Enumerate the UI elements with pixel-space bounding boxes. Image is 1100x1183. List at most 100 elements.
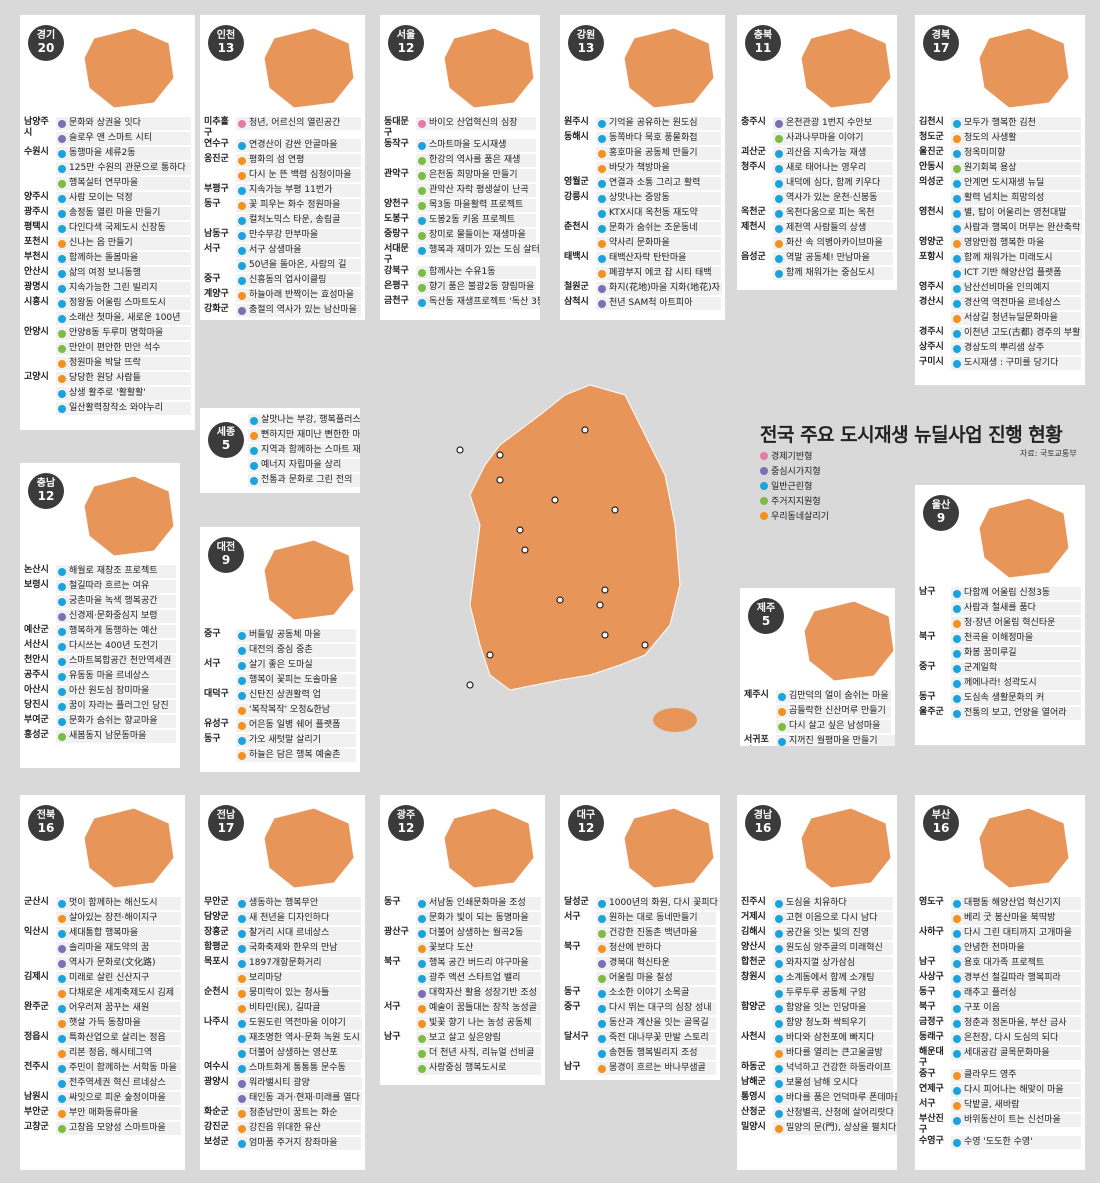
project-name: 서구 상생마을 <box>249 245 302 255</box>
project-type-dot <box>775 929 783 938</box>
project-type-dot <box>58 269 66 278</box>
project-name: 원기회복 용상 <box>964 163 1017 173</box>
city-row: 동구 서남동 인쇄문화마을 조성 문화가 빛이 되는 동명마을 <box>384 897 541 927</box>
region-minimap <box>623 27 715 109</box>
project-item: 남산선비마을 인의예지 <box>951 282 1081 295</box>
city-name: 부평구 <box>204 184 229 194</box>
project-name: 솔리마을 재도약의 꿈 <box>69 943 150 953</box>
city-name: 담양군 <box>204 912 229 922</box>
region-name: 대구 <box>576 810 596 821</box>
project-item: 스마트마을 도시재생 <box>416 139 536 152</box>
project-item: 보물섬 남해 오시다 <box>773 1077 893 1090</box>
city-row: 강진군 강진읍 위대한 유산 <box>204 1122 361 1137</box>
project-type-dot <box>953 664 961 673</box>
city-row: 광명시 지속가능한 그린 빌리지 <box>24 282 191 297</box>
project-name: 다시 뛰는 대구의 심장 성내 <box>609 1003 712 1013</box>
project-type-dot <box>598 899 606 908</box>
map-marker <box>456 446 464 454</box>
project-name: 남산선비마을 인의예지 <box>964 283 1050 293</box>
project-type-dot <box>58 717 66 726</box>
region-name: 제주 <box>756 603 776 614</box>
project-type-dot <box>238 171 246 180</box>
city-name: 금정구 <box>919 1017 944 1027</box>
city-row: 태백시 태백산자락 탄탄마을 폐광부지 에코 잡 시티 태백 <box>564 252 721 282</box>
city-row: 계양구 하늘아래 반짝이는 효성마을 <box>204 289 361 304</box>
region-count: 12 <box>397 41 415 55</box>
project-item: 께에나라! 성곽도시 <box>951 677 1081 690</box>
project-name: 김만덕의 얼이 숨쉬는 마을 <box>789 691 889 701</box>
project-name: 독산동 재생프로젝트 '독산 3뽕' <box>429 297 540 307</box>
city-row: 창원시 소계동에서 함께 소개팅 두루두루 공동체 구암 <box>741 972 893 1002</box>
project-type-dot <box>238 661 246 670</box>
project-name: 빛꽃 향기 나는 농성 공동체 <box>429 1018 532 1028</box>
city-name: 서구 <box>204 659 221 669</box>
city-name: 서구 <box>384 1002 401 1012</box>
project-name: 살맛나는 부강, 행복플러스 <box>261 415 360 425</box>
project-item: 송현동 행복빌리지 조성 <box>596 1047 716 1060</box>
project-type-dot <box>953 329 961 338</box>
region-badge: 광주 12 <box>388 805 424 841</box>
project-type-dot <box>953 134 961 143</box>
city-row: 서구 닥밭골, 새바람 <box>919 1099 1081 1114</box>
project-item: 청산에 반하다 <box>596 942 716 955</box>
project-type-dot <box>598 164 606 173</box>
project-item: 원기회복 용상 <box>951 162 1081 175</box>
project-type-dot <box>598 1034 606 1043</box>
city-name: 남구 <box>919 957 936 967</box>
project-item: 생동하는 행복무안 <box>236 897 361 910</box>
city-name: 안양시 <box>24 327 49 337</box>
region-header: 광주 12 <box>384 799 541 897</box>
city-name: 북구 <box>919 632 936 642</box>
project-type-dot <box>58 119 66 128</box>
project-type-dot <box>238 631 246 640</box>
project-name: 죽전 대나무꽃 만발 스토리 <box>609 1033 709 1043</box>
region-badge: 전북 16 <box>28 805 64 841</box>
map-marker <box>596 601 604 609</box>
project-type-dot <box>775 974 783 983</box>
project-name: 더불어 상생하는 월곡2동 <box>429 928 524 938</box>
region-count: 17 <box>217 821 235 835</box>
project-list: 미추홀구 청년, 어르신의 열린공간 연수구 연경산이 감싼 안골마을 옹진군 평화의 섬… <box>204 117 361 319</box>
project-type-dot <box>238 676 246 685</box>
project-item: 다채로운 세계축제도시 김제 <box>56 987 181 1000</box>
city-row: 정읍시 특화산업으로 살리는 정읍 리본 정읍, 해시테그역 <box>24 1032 181 1062</box>
project-name: 더 천년 사직, 리뉴얼 선비골 <box>429 1048 535 1058</box>
city-row: 북구 천곡을 이해정마을 화봉 꿈미루길 <box>919 632 1081 662</box>
project-name: 다인다색 국제도시 신장동 <box>69 223 166 233</box>
project-item: 뻔하지만 재미난 뻔한한 마을 <box>248 429 360 442</box>
project-name: 원하는 대로 동네만들기 <box>609 913 698 923</box>
project-item: 슬로우 앤 스마트 시티 <box>56 132 191 145</box>
city-row: 익산시 세대통합 행복마을 솔리마을 재도약의 꿈 역사가 문화로(文化路) <box>24 927 181 972</box>
city-row: 동래구 온천장, 다시 도심의 되다 <box>919 1032 1081 1047</box>
city-name: 전주시 <box>24 1062 49 1072</box>
project-item: 재조명한 역사·문화 녹원 도시 <box>236 1032 362 1045</box>
project-type-dot <box>418 246 426 255</box>
project-item: 스마트화게 통통통 문수동 <box>236 1062 361 1075</box>
project-name: 꽃 피우는 화수 정원마을 <box>249 200 341 210</box>
project-type-dot <box>598 914 606 923</box>
project-item: 소계동에서 함께 소개팅 <box>773 972 893 985</box>
project-type-dot <box>58 642 66 651</box>
project-type-dot <box>58 944 66 953</box>
city-name: 강화군 <box>204 304 229 314</box>
city-row: 도봉구 도봉2동 키움 프로젝트 <box>384 214 536 229</box>
city-name: 광주시 <box>24 207 49 217</box>
city-name: 도봉구 <box>384 214 409 224</box>
region-badge: 세종 5 <box>208 422 244 458</box>
city-name: 중구 <box>919 662 936 672</box>
project-type-dot <box>238 216 246 225</box>
project-name: 리본 정읍, 해시테그역 <box>69 1048 153 1058</box>
city-name: 포천시 <box>24 237 49 247</box>
project-type-dot <box>418 1049 426 1058</box>
city-name: 영양군 <box>919 237 944 247</box>
project-name: 햇살 가득 동창마을 <box>69 1018 141 1028</box>
project-type-dot <box>775 1034 783 1043</box>
project-type-dot <box>58 224 66 233</box>
project-name: 강진읍 위대한 유산 <box>249 1123 321 1133</box>
city-row: 연수구 연경산이 감싼 안골마을 <box>204 139 361 154</box>
city-name: 동해시 <box>564 132 589 142</box>
project-name: KTX시대 옥천동 재도약 <box>609 208 698 218</box>
project-name: 스마트마을 도시재생 <box>429 140 507 150</box>
region-count: 12 <box>37 489 55 503</box>
project-type-dot <box>598 209 606 218</box>
